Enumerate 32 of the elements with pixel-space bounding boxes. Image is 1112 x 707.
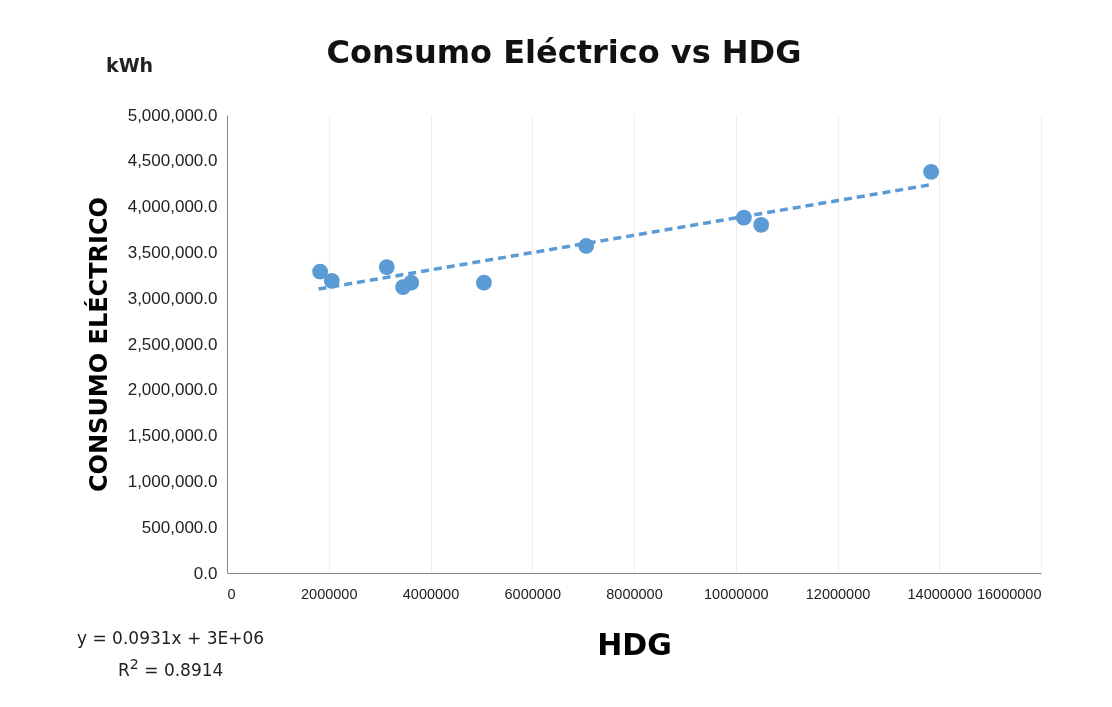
point [923,163,940,180]
chart-title: Consumo Eléctrico vs HDG [326,33,802,71]
point [378,259,395,275]
point [403,274,420,291]
x-tick-label: 16000000 [976,585,1042,602]
y-tick-label: 2,500,000.0 [127,334,218,354]
x-tick-label: 0 [227,585,236,602]
y-tick-label: 2,000,000.0 [127,380,218,400]
x-tick-label: 14000000 [907,585,973,602]
y-tick-label: 4,000,000.0 [127,197,218,217]
x-tick-label: 12000000 [805,585,871,602]
y-tick-label: 3,500,000.0 [127,242,218,262]
y-axis-title: CONSUMO ELÉCTRICO [83,196,113,493]
x-tick-label: 4000000 [402,585,460,602]
text: R$^{2}$ = 0.8914 [118,656,224,680]
x-tick-label: 6000000 [504,585,561,602]
point [753,217,770,233]
y-tick-label: 0.0 [193,563,218,583]
point [476,274,492,291]
x-tick-label: 2000000 [301,585,358,602]
y-tick-label: 5,000,000.0 [127,105,218,125]
y-tick-label: 500,000.0 [141,517,218,537]
text: y = 0.0931x + 3E+06 [77,628,265,648]
y-tick-label: 1,000,000.0 [127,471,218,491]
x-tick-label: 10000000 [703,585,769,602]
y-tick-label: 4,500,000.0 [127,151,218,171]
text: kWh [106,54,154,76]
y-tick-label: 3,000,000.0 [127,288,218,308]
x-axis-title: HDG [597,627,672,662]
x-tick-label: 8000000 [606,585,663,602]
point [312,263,329,280]
y-tick-label: 1,500,000.0 [127,426,218,446]
